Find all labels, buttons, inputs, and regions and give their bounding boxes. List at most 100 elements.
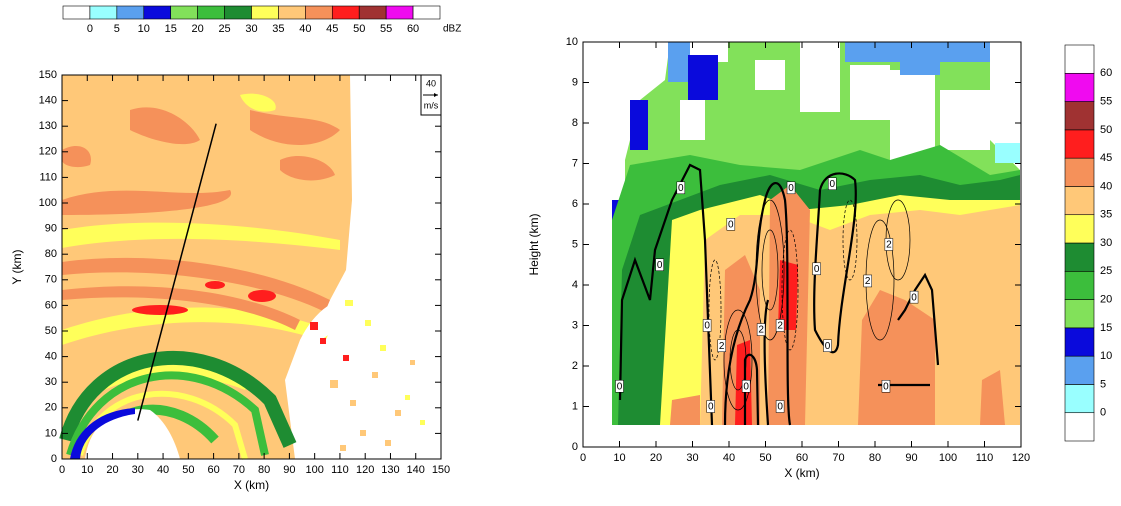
x-tick-label: 30 [686,452,698,464]
y-tick-label: 6 [572,198,578,210]
vector-key-arrowhead [434,93,438,97]
field-shape [858,290,935,425]
x-tick-label: 80 [869,452,881,464]
field-shape [755,60,785,90]
field-shape [688,55,718,100]
field-shape [310,322,318,330]
contour-label: 0 [825,341,831,352]
contour-label-box [775,319,785,332]
colorbar-label: 15 [1100,322,1112,334]
colorbar-label: 60 [407,23,419,35]
contour-label-box [786,181,796,195]
contour-label: 2 [865,276,871,287]
contour-label-box [812,262,821,276]
colorbar-label: 15 [165,23,177,35]
section-field [612,42,1020,426]
field-shape [668,42,990,82]
contour-label-box [615,380,624,393]
colorbar-label: 40 [1100,180,1112,192]
x-tick-label: 50 [182,464,194,476]
colorbar-label: 50 [353,23,365,35]
y-tick-label: 110 [39,171,57,183]
x-tick-label: 0 [580,452,586,464]
y-tick-label: 3 [572,319,578,331]
colorbar-box [224,5,252,20]
field-shape [320,338,326,344]
contour-label-box [702,319,712,332]
colorbar-box [143,5,172,20]
y-tick-label: 1 [572,400,578,412]
x-tick-label: 20 [106,464,118,476]
x-tick-label: 90 [283,464,295,476]
contour-label: 2 [886,240,892,251]
colorbar-label: 20 [192,23,204,35]
colorbar-box [170,5,198,20]
section-line [137,123,217,421]
x-tick-label: 150 [432,464,450,476]
colorbar-box [1064,129,1095,159]
field-shape [761,229,779,311]
y-tick-label: 30 [45,376,57,388]
colorbar-label: 30 [1100,237,1112,249]
x-tick-label: 80 [258,464,270,476]
colorbar-box [1064,72,1095,102]
y-tick-label: 9 [572,76,578,88]
colorbar-label: 20 [1100,293,1112,305]
field-shape [350,400,356,406]
contour-label-box [863,274,872,288]
contour-label-box [741,380,751,393]
field-shape [372,372,378,378]
field-shape [900,55,940,75]
y-tick-label: 100 [39,197,57,209]
y-tick-label: 90 [45,223,57,235]
colorbar-label: 45 [1100,152,1112,164]
field-shape [345,300,425,425]
vector-key-value: 40 [426,78,436,88]
colorbar-label: 0 [1100,407,1106,419]
field-shape [410,360,415,365]
colorbar-box [305,5,333,20]
contour-label: 0 [704,321,710,332]
y-tick-label: 8 [572,117,578,129]
y-tick-label: 7 [572,157,578,169]
colorbar-box [331,5,360,20]
y-tick-label: 40 [45,351,57,363]
y-tick-label: 4 [572,279,578,291]
x-tick-label: 100 [939,452,957,464]
x-tick-label: 40 [157,464,169,476]
colorbar-unit: dBZ [443,24,461,35]
x-tick-label: 20 [650,452,662,464]
contour-label-box [775,400,785,413]
y-tick-label: 130 [39,120,57,132]
field-shape [62,257,330,330]
contour-label: 0 [777,402,783,413]
field-shape [800,42,840,112]
field-shape [205,281,225,289]
colorbar-box [412,5,441,20]
x-axis-label: X (km) [784,466,819,480]
colorbar-label: 45 [326,23,338,35]
field-shape [980,370,1005,425]
colorbar-label: 25 [218,23,230,35]
field-shape [248,290,276,302]
x-tick-label: 40 [723,452,735,464]
field-shape [405,395,410,400]
y-tick-label: 80 [45,248,57,260]
field-shape [360,430,366,436]
contour-label: 0 [657,260,663,271]
field-shape [995,143,1020,163]
colorbar-box [1064,412,1095,442]
colorbar-box [251,5,279,20]
field-shape [813,172,857,354]
x-tick-label: 110 [976,452,994,464]
field-shape [842,199,858,281]
contour-label-box [909,290,919,304]
field-shape [845,42,990,62]
field-shape [300,296,380,350]
x-tick-label: 30 [132,464,144,476]
colorbar-label: 5 [114,23,120,35]
field-shape [850,65,890,120]
field-shape [940,90,990,150]
contour-label-box [884,238,894,251]
